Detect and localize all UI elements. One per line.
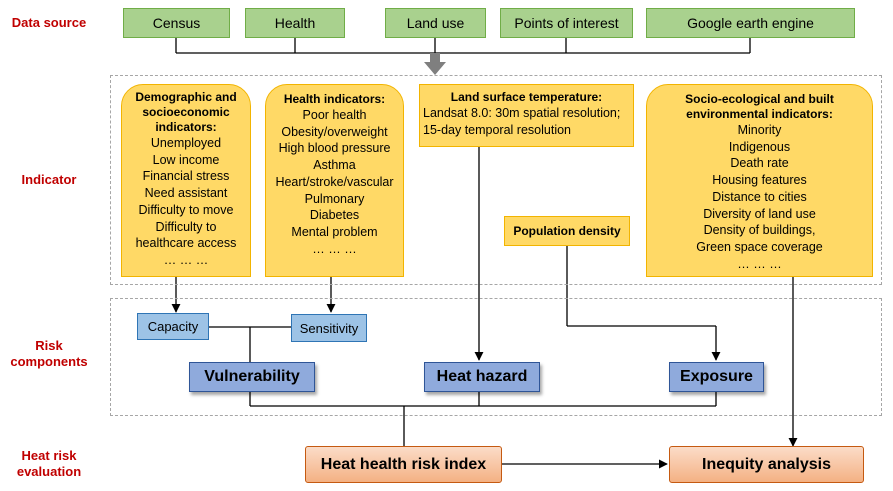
indicator-group-frame: [110, 75, 882, 285]
demographic-indicators-box: Demographic and socioeconomic indicators…: [121, 84, 251, 277]
source-points-of-interest: Points of interest: [500, 8, 633, 38]
heat-hazard-box: Heat hazard: [424, 362, 540, 392]
source-health: Health: [245, 8, 345, 38]
exposure-box: Exposure: [669, 362, 764, 392]
health-indicators-box: Health indicators: Poor health Obesity/o…: [265, 84, 404, 277]
risk-components-group-frame: [110, 298, 882, 416]
sensitivity-box: Sensitivity: [291, 314, 367, 342]
down-arrow-icon: [424, 53, 446, 75]
demographic-indicators-heading: Demographic and socioeconomic indicators…: [135, 90, 237, 134]
health-indicators-heading: Health indicators:: [283, 92, 386, 106]
label-heat-risk-evaluation: Heat risk evaluation: [16, 448, 82, 479]
land-surface-temperature-box: Land surface temperature: Landsat 8.0: 3…: [419, 84, 634, 147]
capacity-box: Capacity: [137, 313, 209, 340]
source-land-use: Land use: [385, 8, 486, 38]
vulnerability-box: Vulnerability: [189, 362, 315, 392]
socio-ecological-heading: Socio-ecological and built environmental…: [685, 92, 834, 121]
socio-ecological-indicators-box: Socio-ecological and built environmental…: [646, 84, 873, 277]
label-indicator: Indicator: [21, 172, 77, 187]
source-census: Census: [123, 8, 230, 38]
source-google-earth-engine: Google earth engine: [646, 8, 855, 38]
inequity-analysis-box: Inequity analysis: [669, 446, 864, 483]
label-risk-components: Risk components: [10, 338, 88, 369]
population-density-box: Population density: [504, 216, 630, 246]
label-data-source: Data source: [11, 15, 87, 30]
heat-health-risk-index-box: Heat health risk index: [305, 446, 502, 483]
lst-heading: Land surface temperature:: [450, 90, 603, 104]
